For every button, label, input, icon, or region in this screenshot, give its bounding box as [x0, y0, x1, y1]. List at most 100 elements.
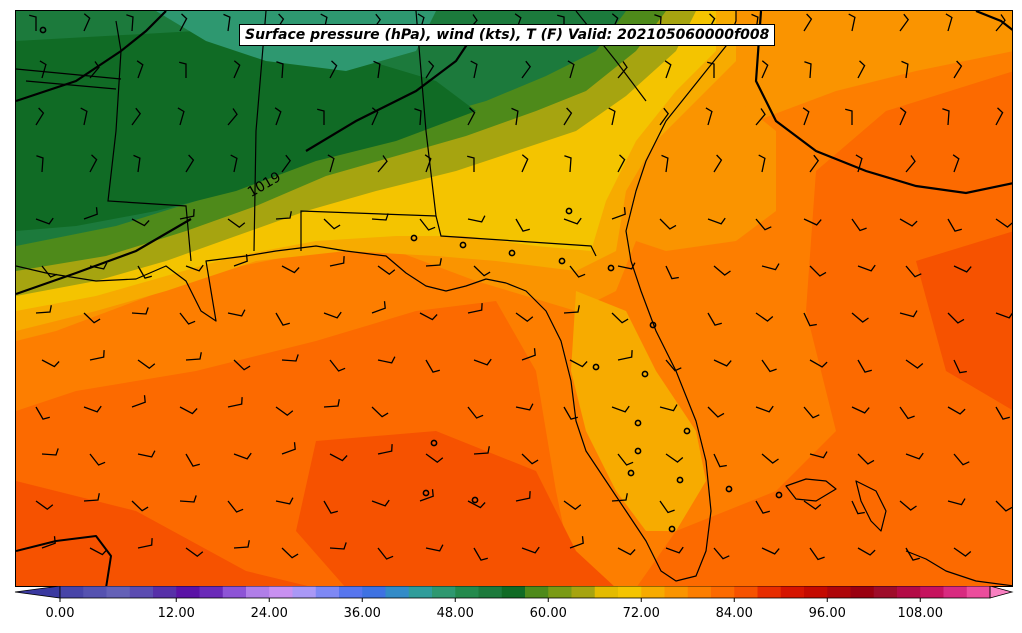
wind-barb: [995, 14, 1006, 32]
colorbar-cell: [478, 586, 503, 598]
colorbar-cell: [734, 586, 759, 598]
wind-barb: [35, 500, 54, 511]
wind-barb: [521, 348, 536, 361]
isobar-north: [16, 11, 167, 103]
colorbar-cell: [362, 586, 387, 598]
wind-barb: [137, 450, 156, 458]
wind-barb: [947, 312, 965, 324]
wind-barb: [281, 354, 299, 362]
colorbar-cell: [687, 586, 712, 598]
wind-barb: [945, 13, 953, 32]
colorbar-cell: [106, 586, 131, 598]
wind-barb: [425, 359, 440, 373]
wind-barb: [80, 107, 88, 126]
border-ms-al: [253, 11, 267, 252]
wind-barb: [953, 453, 970, 466]
wind-barb: [323, 218, 341, 230]
wind-barb: [185, 547, 204, 558]
wind-barb: [185, 154, 195, 173]
wind-barb: [804, 61, 812, 79]
wind-barb: [809, 451, 828, 459]
wind-barb: [515, 218, 530, 232]
wind-barb: [227, 500, 244, 513]
calm-station: [471, 496, 479, 504]
wind-barb: [177, 107, 185, 126]
colorbar-cell: [943, 586, 968, 598]
colorbar-cell: [525, 586, 549, 598]
colorbar-cell: [804, 586, 828, 598]
wind-barb: [617, 61, 628, 79]
wind-barb: [857, 359, 872, 373]
wind-barb: [851, 406, 870, 414]
calm-station: [683, 427, 691, 435]
wind-barb: [323, 399, 340, 408]
calm-station: [607, 264, 615, 272]
wind-barb: [905, 359, 924, 369]
colorbar-cell: [641, 586, 666, 598]
wind-barb: [276, 61, 284, 79]
wind-barb: [901, 60, 909, 79]
bahamas-island-2: [855, 480, 887, 532]
wind-barb: [755, 500, 770, 514]
wind-barb: [803, 500, 822, 510]
coastlines: [16, 11, 1012, 586]
calm-station: [410, 234, 418, 242]
wind-barb: [83, 13, 91, 32]
calm-station: [641, 370, 649, 378]
calm-station: [634, 419, 642, 427]
wind-barb: [89, 61, 100, 79]
wind-barb: [761, 453, 779, 464]
wind-barb: [857, 60, 866, 79]
wind-barb: [953, 359, 967, 374]
border-tn: [115, 20, 122, 52]
wind-barb: [473, 265, 491, 277]
wind-barb: [905, 547, 920, 561]
wind-barb: [659, 218, 677, 230]
wind-barb: [131, 500, 149, 512]
calm-station: [725, 485, 733, 493]
wind-barb: [467, 303, 483, 314]
wind-barb: [665, 453, 684, 463]
colorbar-tick-label: 12.00: [158, 606, 195, 621]
colorbar-cells: [14, 586, 1014, 599]
colorbar-ticks: 0.00 12.00 24.00 36.00 48.00 60.00 72.00 84.00 9…: [46, 598, 943, 621]
wind-barb: [233, 359, 251, 371]
wind-barb: [761, 263, 780, 271]
wind-barb: [377, 444, 393, 455]
temp-band-84-east: [916, 231, 1012, 410]
wind-barb: [617, 547, 636, 556]
wind-barb: [185, 453, 200, 467]
wind-barb: [755, 312, 774, 322]
wind-barb: [179, 312, 196, 325]
calm-station: [459, 241, 467, 249]
wind-barb: [855, 154, 863, 173]
wind-barb: [35, 305, 52, 314]
calm-station: [430, 439, 438, 447]
map-plot: [16, 11, 1012, 586]
wind-barb: [373, 60, 381, 79]
wind-barb: [274, 107, 282, 126]
wind-barb: [899, 107, 907, 126]
wind-barb: [323, 311, 342, 319]
wind-barb: [473, 446, 490, 455]
wind-barb: [136, 60, 144, 79]
wind-barb: [713, 453, 727, 468]
colorbar-cell: [269, 586, 294, 598]
isobar-sw: [16, 535, 112, 586]
isobar-1019: [305, 30, 477, 152]
colorbar-cell: [199, 586, 224, 598]
wind-barb: [899, 13, 910, 32]
wind-barb: [425, 544, 444, 552]
colorbar-cell: [455, 586, 480, 598]
wind-barb: [467, 406, 484, 419]
wind-barb: [857, 547, 876, 556]
wind-barb: [131, 107, 142, 126]
wind-barb: [419, 312, 438, 321]
wind-barb: [233, 60, 241, 79]
wind-barb: [569, 265, 586, 278]
wind-barb: [227, 309, 246, 317]
wind-barb: [899, 310, 918, 318]
calm-station: [39, 26, 47, 34]
wind-barb: [569, 359, 588, 368]
colorbar-cell: [292, 586, 317, 598]
